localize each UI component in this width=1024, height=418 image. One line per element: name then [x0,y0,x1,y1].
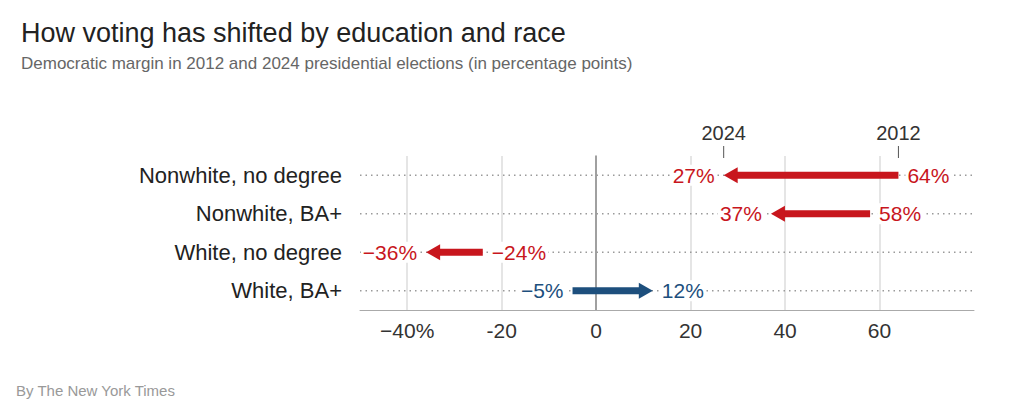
svg-text:2012: 2012 [876,122,921,144]
svg-text:40: 40 [773,319,796,342]
svg-text:20: 20 [679,319,702,342]
svg-text:58%: 58% [879,202,921,225]
svg-text:64%: 64% [907,164,949,187]
svg-text:27%: 27% [673,164,715,187]
svg-text:−40%: −40% [380,319,434,342]
svg-text:37%: 37% [720,202,762,225]
svg-text:White, BA+: White, BA+ [231,278,342,303]
svg-text:−36%: −36% [363,241,417,264]
svg-text:2024: 2024 [701,122,746,144]
svg-text:Nonwhite, BA+: Nonwhite, BA+ [196,201,342,226]
svg-text:−24%: −24% [492,241,546,264]
svg-text:By The New York Times: By The New York Times [16,382,175,399]
svg-text:Democratic margin in 2012 and: Democratic margin in 2012 and 2024 presi… [21,54,632,73]
svg-text:White, no degree: White, no degree [174,240,342,265]
svg-text:−5%: −5% [521,279,564,302]
svg-text:How voting has shifted by educ: How voting has shifted by education and … [21,18,566,48]
svg-text:-20: -20 [487,319,517,342]
svg-text:60: 60 [868,319,891,342]
svg-text:12%: 12% [662,279,704,302]
svg-text:0: 0 [590,319,602,342]
svg-text:Nonwhite, no degree: Nonwhite, no degree [139,163,342,188]
